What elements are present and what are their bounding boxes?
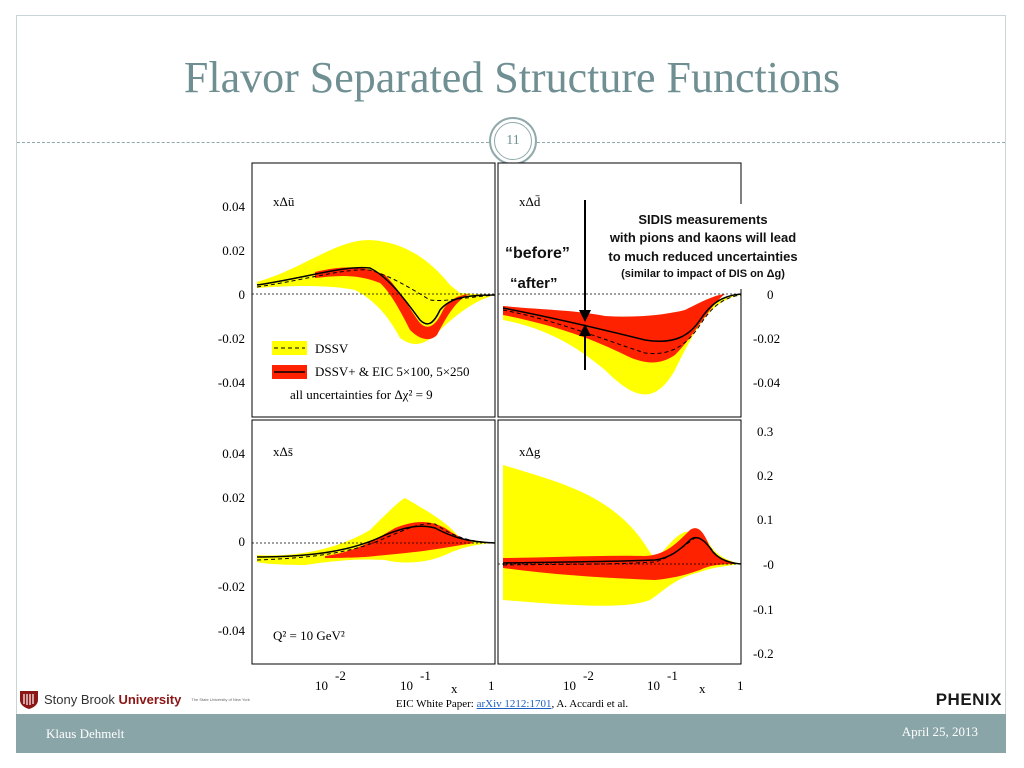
stony-brook-name-2: University <box>118 691 182 707</box>
x-tick-left-base-2: 10 <box>400 678 413 693</box>
tick-right-top-3: -0.04 <box>753 375 781 390</box>
x-tick-right-exp-1: -2 <box>583 668 594 683</box>
tick-left-top-1: 0.04 <box>222 199 245 214</box>
annotation-line-3: to much reduced uncertainties <box>608 249 797 264</box>
panel-label-u: xΔū <box>273 194 295 209</box>
band-u-red <box>315 267 470 340</box>
page-number-badge: 11 <box>489 117 537 165</box>
line-u-dssvplus <box>256 266 496 325</box>
tick-right-top-2: -0.02 <box>753 331 780 346</box>
tick-left-bot-4: -0.02 <box>218 579 245 594</box>
line-g-dssv <box>502 537 742 566</box>
tick-left-bot-2: 0.02 <box>222 490 245 505</box>
x-axis-label-left: x <box>451 681 458 696</box>
title-divider-left <box>17 142 489 143</box>
tick-right-top-1: 0 <box>767 287 774 302</box>
page-number: 11 <box>494 122 532 160</box>
panel-label-s: xΔs̄ <box>273 444 293 459</box>
x-tick-right-base-2: 10 <box>647 678 660 693</box>
tick-left-bot-5: -0.04 <box>218 623 246 638</box>
line-s-dssvplus <box>256 525 496 558</box>
phenix-logo: PHENIX <box>935 690 1002 709</box>
tick-left-bot-3: 0 <box>239 534 246 549</box>
x-tick-left-base-1: 10 <box>315 678 328 693</box>
line-u-dssv <box>256 269 496 302</box>
stony-brook-name: Stony Brook University <box>44 692 181 707</box>
panel-u: xΔū DSSV DSSV+ & EIC 5×100, 5×250 all un… <box>252 194 496 402</box>
line-d-dssvplus <box>502 293 742 342</box>
arrow-up-icon <box>579 324 591 336</box>
band-d-red <box>503 294 725 363</box>
x-tick-left-exp-2: -1 <box>420 668 431 683</box>
credit-link[interactable]: arXiv 1212:1701 <box>476 698 552 710</box>
legend-dssvplus-label: DSSV+ & EIC 5×100, 5×250 <box>315 364 470 379</box>
band-s-red <box>325 522 475 558</box>
annotation-box <box>598 204 805 289</box>
x-axis-label-right: x <box>699 681 706 696</box>
tick-left-top-2: 0.02 <box>222 243 245 258</box>
legend-dssv-label: DSSV <box>315 341 349 356</box>
panel-s: xΔs̄ Q² = 10 GeV² <box>252 444 496 643</box>
tick-right-bot-1: 0.3 <box>757 424 773 439</box>
line-s-dssv <box>256 523 496 561</box>
panel-g: xΔg <box>498 444 742 606</box>
tick-right-bot-5: -0.1 <box>753 602 774 617</box>
band-g-red <box>503 528 741 580</box>
x-tick-right-one: 1 <box>737 678 744 693</box>
tick-right-bot-4: -0 <box>763 557 774 572</box>
footer-date: April 25, 2013 <box>901 724 978 739</box>
stony-brook-name-1: Stony Brook <box>44 691 115 707</box>
stony-brook-logo: Stony Brook University The State Univers… <box>18 686 250 712</box>
tick-left-top-3: 0 <box>239 287 246 302</box>
legend-note: all uncertainties for Δχ² = 9 <box>290 387 433 402</box>
panel-d: xΔd̄ “before” “after” SIDIS measurements… <box>498 194 805 395</box>
line-d-dssv <box>502 294 742 355</box>
tick-right-bot-6: -0.2 <box>753 646 774 661</box>
annotation-line-4: (similar to impact of DIS on Δg) <box>621 268 785 280</box>
tick-right-bot-2: 0.2 <box>757 468 773 483</box>
title-divider-right <box>537 142 1005 143</box>
annotation-line-2: with pions and kaons will lead <box>609 230 796 245</box>
tick-left-top-5: -0.04 <box>218 375 246 390</box>
x-tick-right-exp-2: -1 <box>667 668 678 683</box>
arrow-down-icon <box>579 310 591 322</box>
stony-brook-shield-icon <box>20 691 38 709</box>
footer-bar: Klaus Dehmelt April 25, 2013 <box>16 714 1006 753</box>
x-tick-right-base-1: 10 <box>563 678 576 693</box>
after-label: “after” <box>510 275 558 292</box>
x-tick-left-one: 1 <box>488 678 495 693</box>
x-tick-left-exp-1: -2 <box>335 668 346 683</box>
credit-prefix: EIC White Paper: <box>395 698 477 710</box>
annotation-line-1: SIDIS measurements <box>638 212 767 227</box>
credit-suffix: , A. Accardi et al. <box>551 698 629 710</box>
footer-author: Klaus Dehmelt <box>46 726 125 741</box>
tick-left-bot-1: 0.04 <box>222 446 245 461</box>
panel-label-g: xΔg <box>519 444 541 459</box>
tick-left-top-4: -0.02 <box>218 331 245 346</box>
tick-right-bot-3: 0.1 <box>757 512 773 527</box>
stony-brook-tagline: The State University of New York <box>191 696 250 702</box>
before-label: “before” <box>505 245 570 262</box>
structure-function-figure: xΔū DSSV DSSV+ & EIC 5×100, 5×250 all un… <box>218 162 805 696</box>
panel-label-d: xΔd̄ <box>519 194 541 209</box>
slide-title: Flavor Separated Structure Functions <box>183 53 841 102</box>
q2-label: Q² = 10 GeV² <box>273 628 345 643</box>
credit-line: EIC White Paper: arXiv 1212:1701, A. Acc… <box>0 698 1024 710</box>
